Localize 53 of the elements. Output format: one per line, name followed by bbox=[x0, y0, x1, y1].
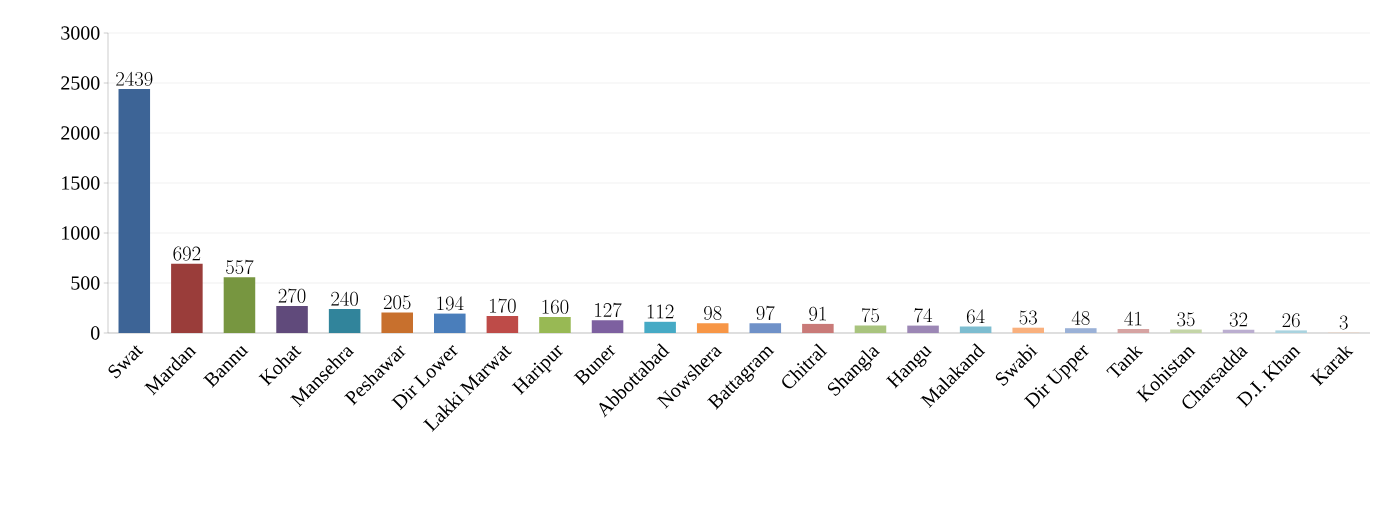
y-tick-label: 2000 bbox=[61, 126, 100, 140]
bar bbox=[118, 89, 151, 333]
data-label: 240 bbox=[331, 291, 359, 306]
data-label: 3 bbox=[1339, 315, 1348, 330]
bar bbox=[1275, 330, 1307, 333]
data-label: 26 bbox=[1282, 313, 1300, 328]
data-label: 35 bbox=[1177, 312, 1195, 327]
bar bbox=[539, 317, 571, 333]
data-label: 64 bbox=[966, 309, 985, 324]
bar bbox=[434, 313, 466, 333]
y-tick-label: 3000 bbox=[61, 26, 100, 40]
data-label: 98 bbox=[704, 306, 722, 321]
data-label: 41 bbox=[1124, 311, 1142, 326]
data-label: 692 bbox=[173, 246, 201, 261]
bar bbox=[1222, 329, 1255, 333]
bar bbox=[854, 325, 887, 333]
data-label: 170 bbox=[489, 298, 516, 313]
data-label: 2439 bbox=[116, 71, 153, 86]
data-label: 557 bbox=[226, 259, 254, 275]
data-label: 75 bbox=[861, 307, 880, 323]
bar bbox=[749, 323, 782, 333]
bar bbox=[802, 323, 834, 333]
y-tick-label: 2500 bbox=[61, 76, 100, 90]
data-label: 32 bbox=[1229, 312, 1248, 327]
y-tick-label: 1000 bbox=[62, 226, 100, 240]
data-label: 74 bbox=[914, 308, 933, 323]
y-tick-label: 500 bbox=[71, 276, 100, 290]
bar bbox=[696, 323, 729, 333]
bar bbox=[486, 316, 519, 333]
data-label: 48 bbox=[1071, 310, 1090, 326]
bar bbox=[1065, 328, 1097, 333]
bar bbox=[223, 277, 256, 333]
bar bbox=[1012, 327, 1044, 333]
y-tick-label: 0 bbox=[91, 326, 100, 340]
data-label: 205 bbox=[383, 295, 411, 310]
data-label: 91 bbox=[809, 306, 826, 321]
data-label: 160 bbox=[542, 299, 569, 314]
bar bbox=[1117, 328, 1150, 333]
data-label: 127 bbox=[595, 302, 622, 318]
data-label: 270 bbox=[278, 288, 306, 303]
bar bbox=[171, 263, 203, 333]
y-tick-label: 1500 bbox=[62, 176, 100, 190]
bar bbox=[959, 326, 992, 333]
bar bbox=[276, 306, 308, 333]
data-label: 53 bbox=[1019, 310, 1037, 325]
data-label: 194 bbox=[437, 296, 464, 311]
bar bbox=[328, 309, 361, 333]
data-label: 112 bbox=[647, 304, 674, 319]
bar bbox=[644, 321, 676, 333]
bar bbox=[591, 320, 624, 333]
bar bbox=[381, 312, 413, 333]
bar bbox=[907, 325, 939, 333]
data-label: 97 bbox=[756, 305, 775, 321]
